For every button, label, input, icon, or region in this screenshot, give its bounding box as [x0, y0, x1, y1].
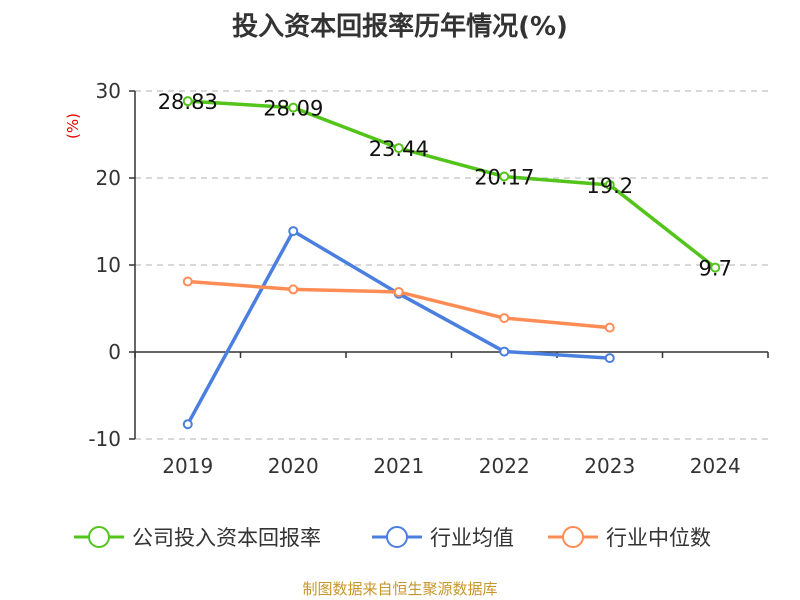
data-point — [288, 102, 299, 113]
data-point — [499, 346, 510, 357]
data-point — [604, 353, 615, 364]
data-point — [604, 179, 615, 190]
data-label: 9.7 — [699, 257, 732, 281]
y-axis-label: (%) — [64, 113, 82, 139]
data-label: 19.2 — [586, 174, 633, 198]
data-point — [182, 96, 193, 107]
series-line-0 — [187, 99, 717, 269]
data-point — [182, 419, 193, 430]
source-footer: 制图数据来自恒生聚源数据库 — [302, 580, 498, 598]
data-label: 28.09 — [263, 97, 323, 121]
data-point — [499, 313, 510, 324]
chart-title: 投入资本回报率历年情况(%) — [232, 12, 568, 42]
y-tick-label: 30 — [96, 79, 121, 103]
data-point — [182, 276, 193, 287]
x-tick-label: 2022 — [479, 454, 530, 478]
data-point — [393, 286, 404, 297]
y-tick-label: 0 — [108, 340, 121, 364]
series-line-1 — [186, 229, 610, 426]
x-tick-label: 2024 — [690, 454, 741, 478]
y-tick-label: 10 — [96, 253, 121, 277]
y-tick-label: 20 — [96, 166, 121, 190]
legend-marker — [562, 526, 584, 548]
data-point — [499, 171, 510, 182]
data-label: 23.44 — [369, 137, 429, 161]
data-point — [604, 322, 615, 333]
x-tick-label: 2021 — [373, 454, 424, 478]
data-point — [710, 262, 721, 273]
data-point — [288, 284, 299, 295]
data-point — [393, 143, 404, 154]
y-tick-label: -10 — [88, 427, 121, 451]
legend-label: 公司投入资本回报率 — [132, 526, 321, 550]
data-label: 28.83 — [158, 90, 218, 114]
x-tick-label: 2019 — [162, 454, 213, 478]
data-point — [288, 226, 299, 237]
data-label: 20.17 — [474, 166, 534, 190]
legend-marker — [386, 526, 408, 548]
legend-label: 行业均值 — [430, 526, 514, 550]
x-tick-label: 2020 — [268, 454, 319, 478]
legend-marker — [88, 526, 110, 548]
legend-label: 行业中位数 — [606, 526, 711, 550]
x-tick-label: 2023 — [584, 454, 635, 478]
